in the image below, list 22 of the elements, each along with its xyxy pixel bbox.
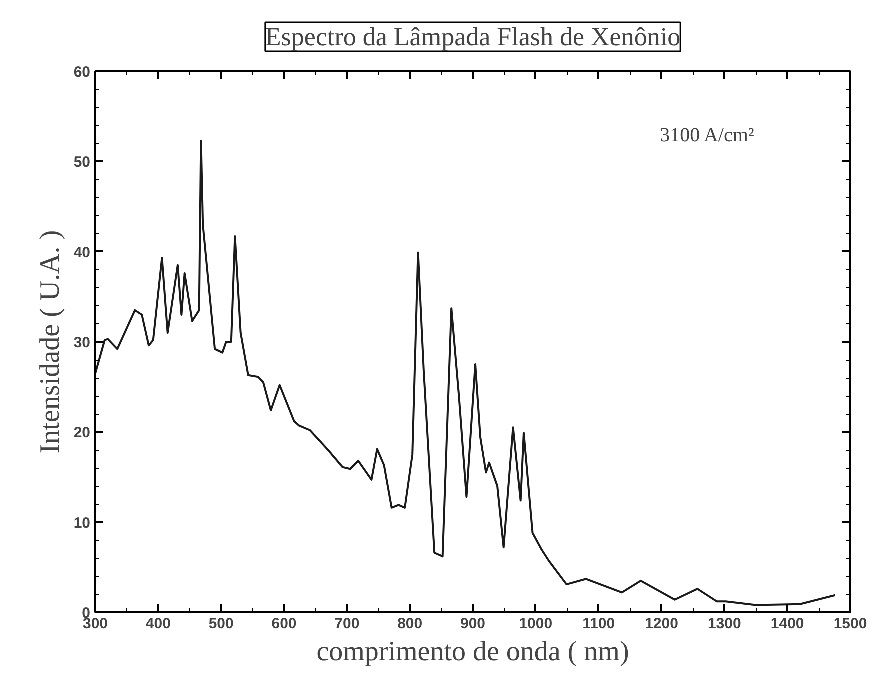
x-tick-label: 600 (272, 616, 297, 632)
x-tick-label: 500 (208, 616, 234, 632)
y-tick-label: 40 (74, 244, 91, 262)
y-axis-title: Intensidade ( U.A. ) (34, 230, 66, 454)
chart-title: Espectro da Lâmpada Flash de Xenônio (265, 22, 681, 52)
x-tick-label: 1500 (834, 616, 868, 632)
x-tick-label: 800 (398, 616, 423, 632)
x-axis-title: comprimento de onda ( nm) (316, 636, 630, 668)
x-tick-label: 900 (460, 616, 486, 632)
x-tick-label: 700 (334, 616, 360, 632)
y-tick-label: 10 (74, 514, 91, 532)
x-tick-label: 1400 (770, 616, 804, 632)
y-tick-label: 30 (74, 334, 91, 352)
y-tick-label: 50 (74, 154, 91, 172)
y-tick-label: 60 (74, 64, 91, 81)
x-tick-label: 400 (146, 616, 171, 632)
x-tick-label: 1300 (708, 616, 742, 632)
annotation: 3100 A/cm² (660, 124, 754, 146)
x-tick-label: 1100 (582, 616, 616, 632)
x-tick-label: 1200 (645, 616, 678, 632)
x-tick-label: 1000 (519, 616, 553, 632)
y-tick-label: 20 (74, 424, 91, 442)
